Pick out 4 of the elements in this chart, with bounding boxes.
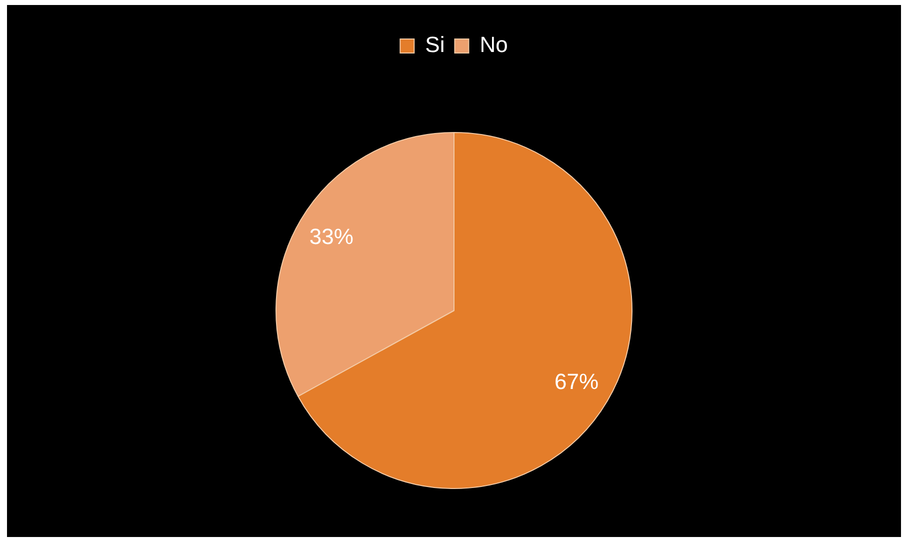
data-label: 33% bbox=[309, 224, 354, 250]
legend-label: Si bbox=[425, 32, 445, 58]
data-label: 67% bbox=[554, 369, 599, 394]
legend-label: No bbox=[480, 32, 508, 58]
